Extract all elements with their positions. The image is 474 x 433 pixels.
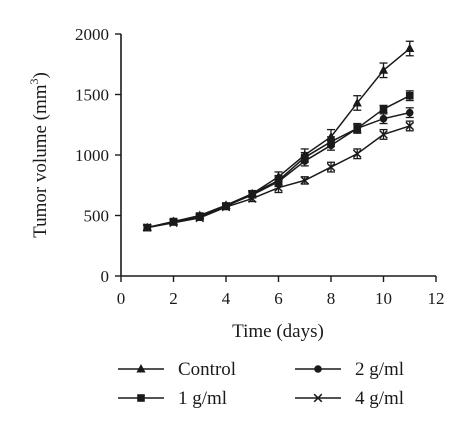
data-point: [300, 176, 310, 185]
y-tick-label: 0: [101, 267, 110, 286]
legend: Control 2 g/ml 1 g/ml 4 g/ml: [118, 359, 404, 409]
y-tick-label: 1000: [75, 146, 109, 165]
legend-marker: [314, 365, 322, 373]
legend-label: Control: [178, 359, 236, 380]
data-point: [327, 137, 335, 146]
data-point: [247, 194, 257, 203]
legend-label: 1 g/ml: [178, 388, 227, 409]
data-point: [195, 213, 205, 223]
legend-marker: [136, 364, 146, 373]
data-point: [352, 149, 362, 159]
data-point: [379, 105, 388, 113]
series-line-control: [147, 47, 411, 229]
y-axis-label: Tumor volume (mm3): [27, 72, 51, 238]
x-ticks: 0 2 4 6 8 10 12: [117, 276, 445, 308]
x-tick-label: 2: [169, 289, 178, 308]
x-tick-label: 8: [327, 289, 336, 308]
x-tick-label: 6: [274, 289, 283, 308]
x-tick-label: 12: [428, 289, 445, 308]
x-tick-label: 10: [375, 289, 392, 308]
y-axis-label-text: Tumor volume (mm: [30, 84, 51, 238]
x-tick-label: 4: [222, 289, 231, 308]
data-point: [378, 65, 389, 74]
series-2-g-ml: [143, 107, 414, 232]
x-tick-label: 0: [117, 289, 126, 308]
y-tick-label: 500: [84, 207, 110, 226]
legend-item-2-g-ml: 2 g/ml: [295, 359, 404, 380]
series-control: [142, 40, 415, 232]
y-axis-label-suffix: ): [30, 72, 51, 78]
series-line-2-g-ml: [147, 111, 410, 229]
data-point: [379, 114, 388, 123]
data-point: [353, 124, 362, 133]
data-point: [248, 189, 257, 198]
data-point: [405, 108, 414, 117]
y-ticks: 0 500 1000 1500 2000: [75, 25, 121, 286]
y-tick-label: 2000: [75, 25, 109, 44]
data-point: [352, 97, 362, 107]
axes: [120, 34, 436, 277]
plot-area: [142, 40, 415, 232]
series-1-g-ml: [143, 90, 414, 232]
legend-marker: [137, 394, 145, 402]
data-point: [274, 176, 283, 185]
x-axis-label: Time (days): [232, 321, 324, 342]
legend-label: 4 g/ml: [355, 388, 404, 409]
data-point: [221, 202, 231, 212]
y-axis-label-superscript: 3: [27, 78, 41, 84]
data-point: [274, 183, 283, 193]
legend-item-control: Control: [118, 359, 236, 380]
y-tick-label: 1500: [75, 86, 109, 105]
data-point: [405, 121, 415, 131]
data-point: [326, 162, 336, 172]
series-line-1-g-ml: [147, 95, 411, 229]
data-point: [405, 91, 414, 100]
data-point: [379, 130, 388, 139]
data-point: [300, 153, 309, 162]
legend-item-1-g-ml: 1 g/ml: [118, 388, 227, 409]
legend-marker: [313, 393, 323, 403]
data-point: [142, 223, 152, 232]
legend-label: 2 g/ml: [355, 359, 404, 380]
data-point: [169, 218, 178, 228]
series-4-g-ml: [142, 120, 415, 232]
legend-item-4-g-ml: 4 g/ml: [295, 388, 404, 409]
data-point: [405, 43, 415, 53]
